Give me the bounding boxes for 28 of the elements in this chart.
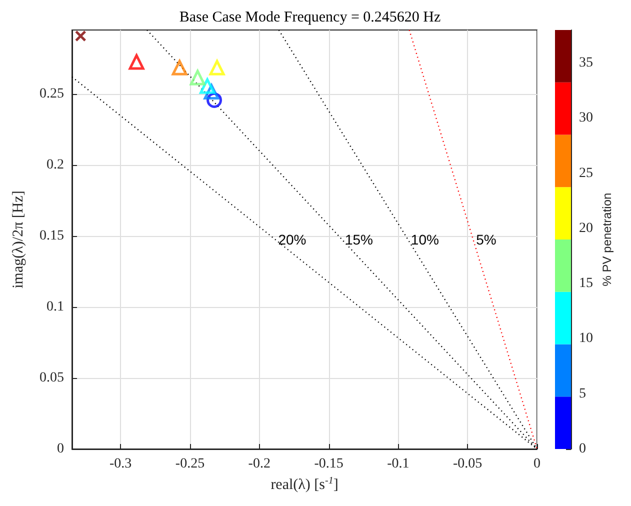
- chart-title: Base Case Mode Frequency = 0.245620 Hz: [179, 10, 441, 26]
- y-axis-title: imag(λ)/2π [Hz]: [10, 190, 26, 288]
- y-tick-label: 0.2: [46, 157, 64, 172]
- color-bar-label: 30: [579, 110, 593, 126]
- color-bar-label: 35: [579, 56, 593, 71]
- series-label: 5%: [476, 232, 496, 248]
- x-tick-label: -0.3: [109, 456, 132, 472]
- color-bar-label: 5: [579, 386, 586, 402]
- x-tick-label: -0.05: [453, 456, 482, 472]
- x-tick-label: -0.15: [314, 456, 344, 472]
- color-bar-label: 15: [579, 276, 593, 292]
- series-label: 20%: [278, 232, 306, 248]
- y-tick-label: 0: [57, 442, 64, 456]
- series-label: 15%: [344, 232, 374, 248]
- x-tick-label: -0.2: [248, 456, 270, 472]
- color-bar-label: 25: [579, 166, 593, 181]
- color-bar-label: 10: [579, 331, 593, 346]
- y-tick-label: 0.15: [40, 228, 64, 244]
- x-tick-label: 0: [534, 456, 540, 472]
- y-tick-label: 0.1: [46, 299, 64, 314]
- color-bar-title: % PV penetration: [600, 192, 614, 286]
- color-bar-label: 0: [579, 442, 586, 456]
- series-label: 10%: [410, 232, 439, 248]
- color-bar-label: 20: [579, 220, 593, 236]
- y-tick-label: 0.05: [40, 370, 64, 386]
- x-tick-label: -0.25: [175, 456, 205, 472]
- y-tick-label: 0.25: [40, 86, 64, 102]
- x-tick-label: -0.1: [387, 456, 410, 472]
